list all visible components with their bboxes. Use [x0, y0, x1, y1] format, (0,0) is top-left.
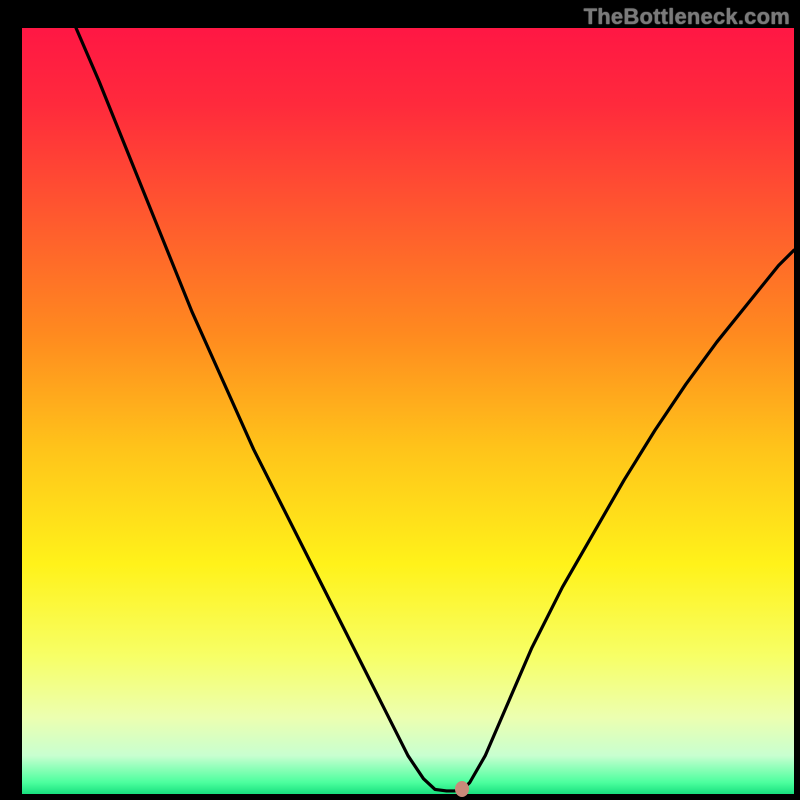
bottleneck-curve	[22, 28, 794, 794]
curve-path	[76, 28, 794, 791]
chart-frame: { "watermark": { "text": "TheBottleneck.…	[0, 0, 800, 800]
optimal-point-marker	[455, 781, 469, 797]
plot-area	[22, 28, 794, 794]
watermark-text: TheBottleneck.com	[584, 4, 790, 30]
